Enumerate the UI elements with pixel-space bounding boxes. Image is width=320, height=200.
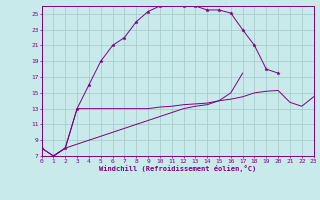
X-axis label: Windchill (Refroidissement éolien,°C): Windchill (Refroidissement éolien,°C) bbox=[99, 165, 256, 172]
